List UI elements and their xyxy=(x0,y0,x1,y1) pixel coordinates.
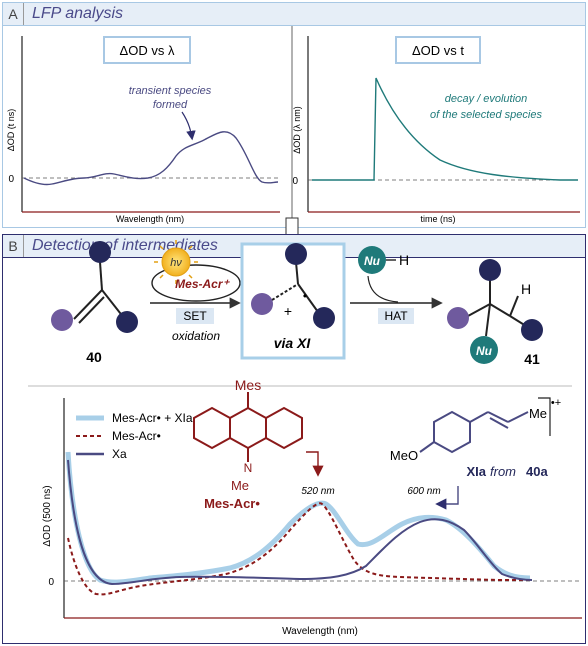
left-annotation-line1: transient species xyxy=(129,85,212,97)
reactant-label: 40 xyxy=(86,349,102,365)
right-curve xyxy=(312,77,578,181)
photocat-label: Mes-Acr⁺ xyxy=(175,277,230,291)
h-label: H xyxy=(399,252,409,268)
acridine-structure xyxy=(193,392,303,462)
me-right-label: Me xyxy=(529,406,547,421)
left-annotation-line2: formed xyxy=(153,99,188,111)
legend-label-xa: Xa xyxy=(112,447,127,461)
legend-label-mes-acr: Mes-Acr• xyxy=(112,429,161,443)
acr-me-label: Me xyxy=(231,478,249,493)
product-h-label: H xyxy=(521,281,531,297)
peak-600-label: 600 nm xyxy=(407,486,440,497)
right-box xyxy=(395,36,481,64)
from-label: from xyxy=(490,464,516,479)
right-y-label: ΔOD (λ nm) xyxy=(292,106,302,154)
intermediate-xi: + • via XI xyxy=(240,242,346,360)
chart-y-label: ΔOD (500 ns) xyxy=(42,485,53,546)
hat-box xyxy=(378,308,414,324)
panel-a-title: LFP analysis xyxy=(32,5,123,22)
radical-dot: • xyxy=(303,289,307,303)
left-x-label: Wavelength (nm) xyxy=(116,214,184,224)
left-zero-label: 0 xyxy=(8,174,14,185)
charge-label: •+ xyxy=(551,397,561,409)
sun-rays-icon xyxy=(154,240,198,284)
product-label: 41 xyxy=(524,351,540,367)
xa-curve xyxy=(67,459,533,586)
meo-label: MeO xyxy=(390,448,418,463)
combined-curve xyxy=(65,451,531,585)
chart-zero-label: 0 xyxy=(48,577,54,588)
panel-a-letter: A xyxy=(3,3,24,25)
peak-520-label: 520 nm xyxy=(301,486,334,497)
acr-mes-label: Mes xyxy=(235,377,261,393)
right-x-label: time (ns) xyxy=(420,214,455,224)
charge-bracket xyxy=(538,397,551,436)
reactant-40: 40 xyxy=(51,241,138,365)
radical-cation-plus: + xyxy=(284,303,292,319)
nu-label: Nu xyxy=(364,254,381,268)
right-annotation-line1: decay / evolution xyxy=(445,93,528,105)
right-zero-label: 0 xyxy=(292,176,298,187)
lfp-kinetics-plot: 0 ΔOD (λ nm) time (ns) ΔOD vs t decay / … xyxy=(292,36,580,224)
acr-name-label: Mes-Acr• xyxy=(204,496,260,511)
xia-label: XIa xyxy=(466,464,486,479)
legend-label-combined: Mes-Acr• + XIa xyxy=(112,411,193,425)
via-label: via XI xyxy=(274,335,312,351)
hv-label: hν xyxy=(170,257,182,269)
right-annotation-line2: of the selected species xyxy=(430,109,542,121)
right-box-label: ΔOD vs t xyxy=(412,43,464,58)
anethole-structure xyxy=(419,410,529,454)
product-nu-label: Nu xyxy=(476,344,493,358)
purple-ball xyxy=(51,309,73,331)
photocatalyst-cycle: hν Mes-Acr⁺ SET oxidation xyxy=(150,240,241,343)
left-y-label: ΔOD (t ns) xyxy=(6,109,16,152)
left-curve xyxy=(23,131,279,186)
nu-ball xyxy=(358,246,386,274)
arrow-600 xyxy=(435,486,459,510)
panel-b-letter: B xyxy=(3,235,24,257)
nu-h-reagent: Nu H HAT xyxy=(350,246,443,324)
chart-legend: Mes-Acr• + XIa Mes-Acr• Xa xyxy=(76,411,193,461)
product-41: Nu H 41 xyxy=(447,259,543,367)
lfp-spectrum-plot: 0 ΔOD (t ns) Wavelength (nm) ΔOD vs λ tr… xyxy=(6,36,280,224)
left-annotation-arrow xyxy=(181,111,196,141)
navy-ball xyxy=(89,241,111,263)
set-label: SET xyxy=(183,309,207,323)
mes-acr-curve xyxy=(67,502,532,596)
panel-a-header: A LFP analysis xyxy=(3,3,585,26)
left-box xyxy=(103,36,191,64)
absorption-chart: 0 ΔOD (500 ns) Wavelength (nm) Mes-Acr• … xyxy=(42,377,582,637)
chart-x-label: Wavelength (nm) xyxy=(282,626,358,637)
oxidation-label: oxidation xyxy=(172,329,220,343)
left-box-label: ΔOD vs λ xyxy=(120,43,175,58)
hat-label: HAT xyxy=(384,309,408,323)
from-compound-label: 40a xyxy=(526,464,548,479)
navy-ball xyxy=(116,311,138,333)
product-nu-ball xyxy=(470,336,498,364)
set-box xyxy=(176,308,214,324)
sun-icon xyxy=(161,247,191,277)
arrow-520 xyxy=(306,451,324,477)
acr-n-label: N xyxy=(244,461,253,475)
